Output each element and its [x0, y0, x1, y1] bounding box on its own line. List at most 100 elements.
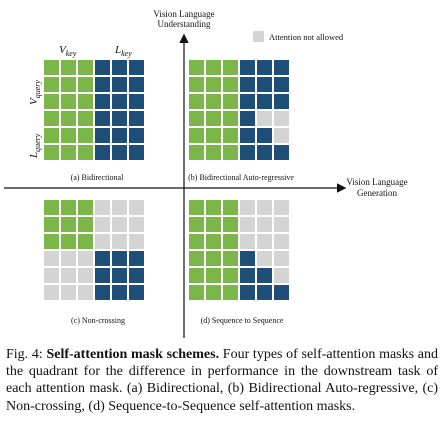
- vision-cell: [78, 145, 93, 160]
- vision-cell: [223, 268, 238, 283]
- vision-cell: [189, 94, 204, 109]
- blocked-cell: [78, 268, 93, 283]
- v-query-label: Vquery: [28, 80, 42, 105]
- vision-cell: [206, 94, 221, 109]
- blocked-cell: [240, 217, 255, 232]
- vision-cell: [44, 60, 59, 75]
- blocked-cell: [274, 234, 289, 249]
- blocked-cell: [274, 217, 289, 232]
- vertical-axis-label-line2: Understanding: [158, 19, 211, 29]
- horizontal-axis-label-line1: Vision Language: [346, 177, 407, 187]
- blocked-cell: [274, 128, 289, 143]
- language-cell: [257, 145, 272, 160]
- language-cell: [112, 285, 127, 300]
- blocked-cell: [61, 285, 76, 300]
- vision-cell: [44, 111, 59, 126]
- vision-cell: [189, 77, 204, 92]
- vision-cell: [61, 77, 76, 92]
- language-cell: [257, 128, 272, 143]
- legend-swatch: [253, 31, 264, 42]
- vision-cell: [61, 111, 76, 126]
- caption-prefix: Fig. 4:: [6, 347, 47, 362]
- blocked-cell: [78, 251, 93, 266]
- language-cell: [257, 94, 272, 109]
- vision-cell: [189, 217, 204, 232]
- language-cell: [257, 268, 272, 283]
- vision-cell: [223, 60, 238, 75]
- language-cell: [129, 77, 144, 92]
- vision-cell: [61, 145, 76, 160]
- language-cell: [95, 77, 110, 92]
- vision-cell: [61, 234, 76, 249]
- language-cell: [274, 145, 289, 160]
- vision-cell: [206, 285, 221, 300]
- language-cell: [274, 94, 289, 109]
- vision-cell: [78, 60, 93, 75]
- vision-cell: [44, 94, 59, 109]
- blocked-cell: [257, 217, 272, 232]
- language-cell: [95, 111, 110, 126]
- vision-cell: [189, 128, 204, 143]
- vision-cell: [189, 251, 204, 266]
- blocked-cell: [129, 234, 144, 249]
- language-cell: [112, 145, 127, 160]
- blocked-cell: [44, 251, 59, 266]
- vision-cell: [223, 251, 238, 266]
- vision-cell: [44, 234, 59, 249]
- language-cell: [129, 111, 144, 126]
- blocked-cell: [44, 285, 59, 300]
- figure-caption: Fig. 4: Self-attention mask schemes. Fou…: [6, 346, 438, 415]
- vision-cell: [223, 111, 238, 126]
- language-cell: [129, 268, 144, 283]
- vision-cell: [223, 94, 238, 109]
- language-cell: [240, 251, 255, 266]
- vision-cell: [44, 217, 59, 232]
- blocked-cell: [61, 268, 76, 283]
- vision-cell: [78, 234, 93, 249]
- vision-cell: [206, 200, 221, 215]
- blocked-cell: [78, 285, 93, 300]
- vision-cell: [61, 200, 76, 215]
- vision-cell: [223, 200, 238, 215]
- language-cell: [112, 268, 127, 283]
- vision-cell: [78, 217, 93, 232]
- language-cell: [240, 285, 255, 300]
- language-cell: [274, 77, 289, 92]
- panel-b-label: (b) Bidirectional Auto-regressive: [188, 173, 294, 182]
- vision-cell: [206, 234, 221, 249]
- language-cell: [240, 77, 255, 92]
- v-key-label: Vkey: [59, 44, 77, 58]
- blocked-cell: [129, 200, 144, 215]
- language-cell: [129, 145, 144, 160]
- vision-cell: [189, 145, 204, 160]
- vision-cell: [206, 128, 221, 143]
- vision-cell: [189, 268, 204, 283]
- vision-cell: [189, 111, 204, 126]
- vision-cell: [223, 145, 238, 160]
- blocked-cell: [95, 234, 110, 249]
- vision-cell: [223, 128, 238, 143]
- panel-bidirectional-auto-regressive: [189, 60, 289, 160]
- blocked-cell: [274, 268, 289, 283]
- panel-d-label: (d) Sequence to Sequence: [201, 316, 284, 325]
- vision-cell: [206, 60, 221, 75]
- l-query-label: Lquery: [28, 133, 42, 159]
- vision-cell: [223, 77, 238, 92]
- vision-cell: [189, 60, 204, 75]
- caption-body: Four types of self-attention masks and t…: [6, 347, 438, 414]
- language-cell: [95, 128, 110, 143]
- vision-cell: [206, 251, 221, 266]
- vision-cell: [44, 128, 59, 143]
- language-cell: [257, 60, 272, 75]
- language-cell: [129, 94, 144, 109]
- blocked-cell: [240, 234, 255, 249]
- language-cell: [129, 285, 144, 300]
- vision-cell: [44, 145, 59, 160]
- vision-cell: [78, 111, 93, 126]
- blocked-cell: [240, 200, 255, 215]
- vision-cell: [206, 145, 221, 160]
- blocked-cell: [112, 217, 127, 232]
- language-cell: [112, 128, 127, 143]
- vision-cell: [78, 200, 93, 215]
